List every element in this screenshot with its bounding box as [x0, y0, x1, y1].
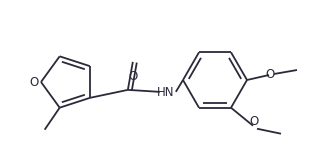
Text: O: O [265, 69, 275, 82]
Text: O: O [29, 75, 38, 89]
Text: O: O [249, 115, 259, 128]
Text: O: O [128, 70, 137, 83]
Text: HN: HN [157, 86, 175, 99]
